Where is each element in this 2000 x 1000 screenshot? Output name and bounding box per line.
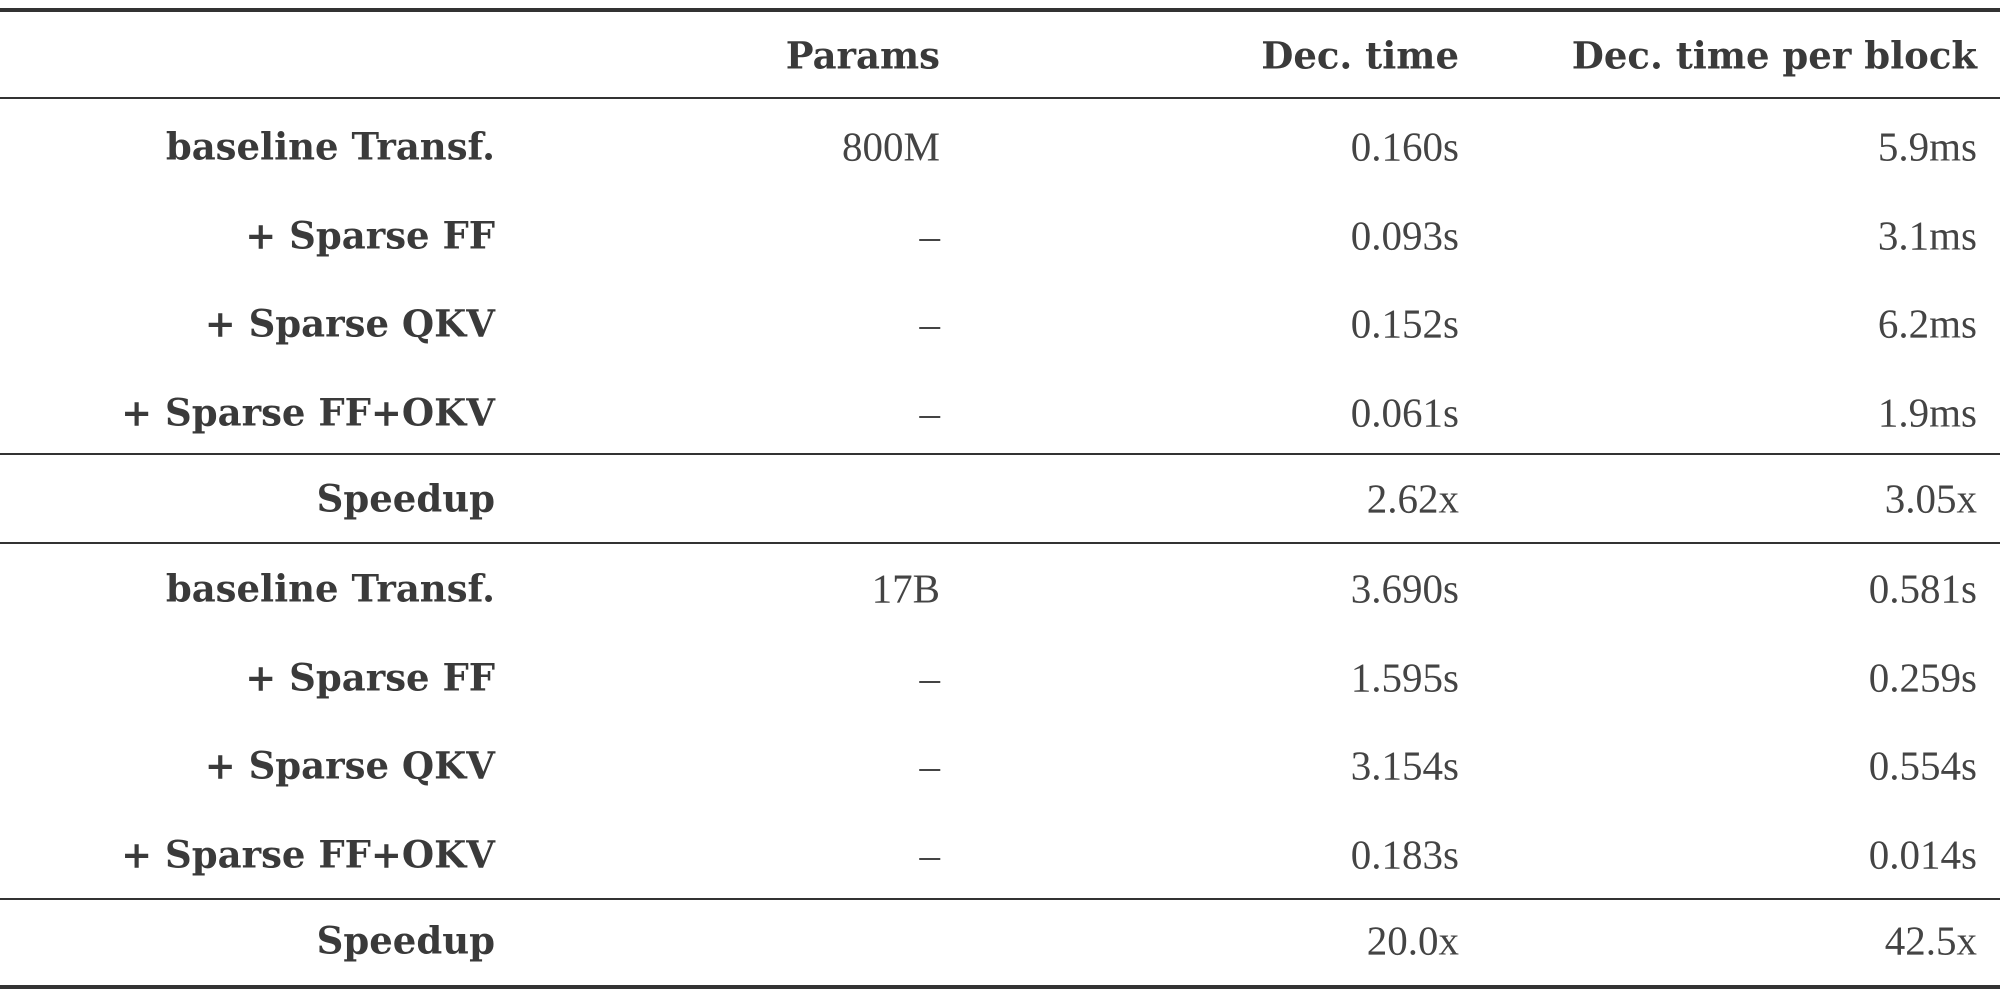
params-cell: –	[919, 831, 941, 878]
group-rule	[0, 898, 2000, 900]
dec-time-block-cell: 5.9ms	[1877, 123, 1977, 170]
dec-time-block-cell: 0.014s	[1868, 831, 1977, 878]
speedup-dec-time: 20.0x	[1366, 917, 1459, 964]
speedup-dec-time-block: 42.5x	[1884, 917, 1977, 964]
row-label: + Sparse FF	[245, 655, 495, 700]
column-header: Params	[785, 33, 940, 78]
speedup-dec-time-block: 3.05x	[1884, 475, 1977, 522]
dec-time-block-cell: 6.2ms	[1877, 300, 1977, 347]
speedup-label: Speedup	[316, 918, 495, 963]
row-label: + Sparse QKV	[204, 743, 495, 788]
column-header: Dec. time	[1261, 33, 1459, 78]
dec-time-cell: 0.183s	[1350, 831, 1459, 878]
params-cell: –	[919, 654, 941, 701]
column-header: Dec. time per block	[1571, 33, 1977, 78]
params-cell: –	[919, 389, 941, 436]
params-cell: 800M	[842, 123, 940, 170]
dec-time-block-cell: 0.259s	[1868, 654, 1977, 701]
speedup-label: Speedup	[316, 476, 495, 521]
params-cell: –	[919, 742, 941, 789]
header-rule	[0, 97, 2000, 99]
dec-time-cell: 0.160s	[1350, 123, 1459, 170]
dec-time-cell: 3.154s	[1350, 742, 1459, 789]
row-label: + Sparse QKV	[204, 301, 495, 346]
dec-time-cell: 0.061s	[1350, 389, 1459, 436]
row-label: + Sparse FF	[245, 213, 495, 258]
row-label: + Sparse FF+OKV	[121, 390, 495, 435]
dec-time-block-cell: 0.581s	[1868, 565, 1977, 612]
params-cell: –	[919, 212, 941, 259]
bottom-rule	[0, 985, 2000, 989]
dec-time-block-cell: 1.9ms	[1877, 389, 1977, 436]
speedup-dec-time: 2.62x	[1366, 475, 1459, 522]
dec-time-cell: 3.690s	[1350, 565, 1459, 612]
row-label: baseline Transf.	[165, 566, 495, 611]
group-rule	[0, 542, 2000, 544]
group-rule	[0, 453, 2000, 455]
dec-time-cell: 0.152s	[1350, 300, 1459, 347]
dec-time-block-cell: 0.554s	[1868, 742, 1977, 789]
dec-time-cell: 0.093s	[1350, 212, 1459, 259]
top-rule	[0, 8, 2000, 12]
params-cell: 17B	[871, 565, 940, 612]
dec-time-cell: 1.595s	[1350, 654, 1459, 701]
row-label: baseline Transf.	[165, 124, 495, 169]
dec-time-block-cell: 3.1ms	[1877, 212, 1977, 259]
row-label: + Sparse FF+OKV	[121, 832, 495, 877]
params-cell: –	[919, 300, 941, 347]
